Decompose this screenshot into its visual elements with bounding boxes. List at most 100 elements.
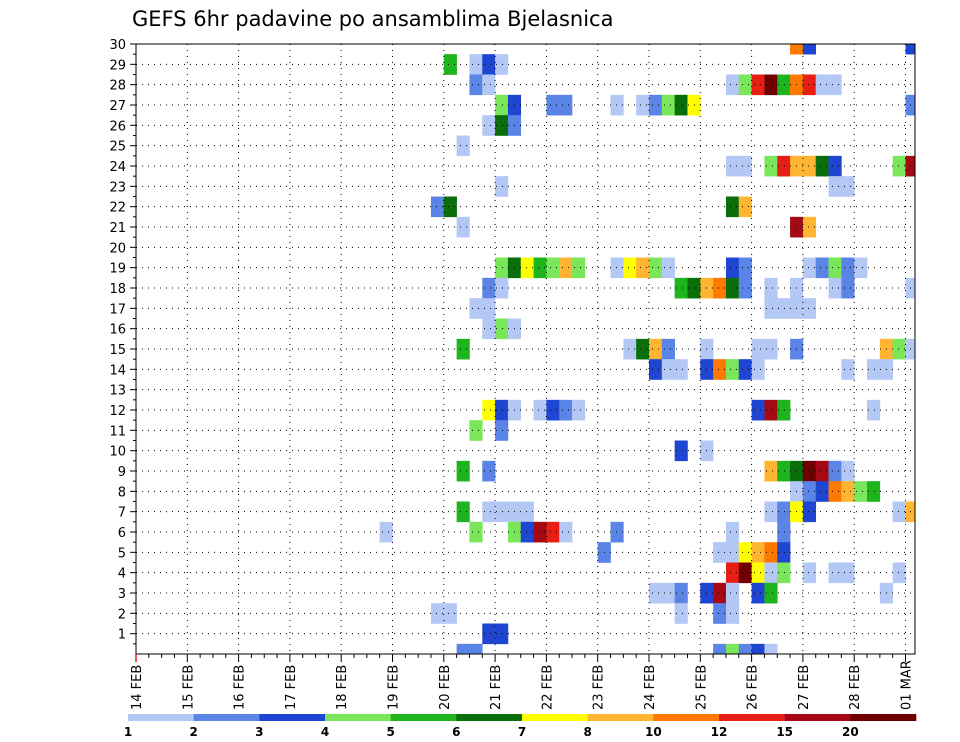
y-tick-label: 22 [109, 201, 126, 216]
legend-label: 15 [776, 725, 793, 739]
heatmap-cell [469, 54, 483, 75]
heatmap-cell [815, 460, 829, 482]
heatmap-cell [777, 501, 791, 523]
heatmap-cell [469, 521, 483, 543]
y-tick-label: 25 [109, 140, 126, 155]
heatmap-cell [572, 399, 586, 421]
heatmap-cell [559, 94, 573, 116]
legend-label: 7 [518, 725, 526, 739]
heatmap-cell [828, 481, 842, 502]
heatmap-cell [546, 521, 560, 543]
heatmap-cell [495, 94, 509, 116]
y-tick-label: 21 [109, 221, 126, 236]
heatmap-cell [713, 277, 727, 299]
y-tick-label: 20 [109, 241, 126, 256]
x-tick-label: 20 FEB [438, 665, 453, 710]
legend-label: 20 [842, 725, 859, 739]
heatmap-cell [725, 196, 740, 218]
heatmap-cell [764, 277, 778, 299]
heatmap-cell [469, 74, 483, 96]
heatmap-cell [649, 338, 663, 360]
heatmap-cell [725, 359, 740, 380]
heatmap-cell [751, 359, 765, 380]
legend-swatch [259, 714, 326, 721]
legend-label: 2 [189, 725, 197, 739]
legend-label: 1 [124, 725, 132, 739]
heatmap-cell [738, 257, 752, 279]
heatmap-cell [841, 481, 855, 502]
heatmap-cell [764, 542, 778, 563]
heatmap-cell [802, 257, 817, 279]
heatmap-cell [751, 582, 765, 604]
heatmap-cell [764, 460, 778, 482]
heatmap-cell [636, 338, 650, 360]
heatmap-cell [636, 257, 650, 279]
heatmap-cell [777, 298, 791, 319]
heatmap-cell [520, 257, 534, 279]
heatmap-cell [495, 277, 509, 299]
heatmap-cell [777, 74, 791, 96]
heatmap-cell [764, 582, 778, 604]
y-tick-label: 5 [118, 546, 126, 561]
heatmap-cell [379, 521, 393, 543]
heatmap-cell [802, 562, 817, 584]
y-tick-label: 10 [109, 445, 126, 460]
heatmap-cells [379, 44, 916, 655]
x-tick-label: 15 FEB [181, 665, 196, 710]
heatmap-cell [572, 257, 586, 279]
heatmap-cell [815, 257, 829, 279]
heatmap-cell [828, 257, 842, 279]
y-tick-label: 12 [109, 404, 126, 419]
heatmap-cell [764, 74, 778, 96]
x-tick-label: 23 FEB [592, 665, 607, 710]
heatmap-cell [482, 399, 496, 421]
heatmap-cell [725, 277, 740, 299]
heatmap-cell [713, 603, 727, 624]
x-tick-label: 19 FEB [387, 665, 402, 710]
x-axis: 14 FEB 15 FEB 16 FEB 17 FEB 18 FEB 19 FEB 20 F… [130, 654, 915, 710]
heatmap-cell [841, 257, 855, 279]
heatmap-cell [546, 399, 560, 421]
heatmap-cell [777, 399, 791, 421]
x-tick-label: 14 FEB [130, 665, 145, 710]
heatmap-cell [777, 562, 791, 584]
heatmap-cell [751, 643, 765, 655]
heatmap-cell [495, 318, 509, 340]
y-tick-label: 11 [109, 424, 126, 439]
heatmap-cell [738, 155, 752, 177]
heatmap-cell [495, 399, 509, 421]
heatmap-cell [661, 338, 675, 360]
heatmap-cell [649, 94, 663, 116]
legend-swatch [850, 714, 917, 721]
heatmap-cell [443, 603, 457, 624]
heatmap-cell [764, 501, 778, 523]
heatmap-cell [456, 338, 470, 360]
heatmap-cell [751, 399, 765, 421]
heatmap-cell [674, 582, 688, 604]
heatmap-cell [725, 603, 740, 624]
heatmap-cell [828, 176, 842, 197]
heatmap-cell [456, 460, 470, 482]
heatmap-cell [482, 460, 496, 482]
heatmap-cell [841, 460, 855, 482]
heatmap-cell [636, 94, 650, 116]
heatmap-cell [738, 542, 752, 563]
y-tick-label: 3 [118, 587, 126, 602]
y-tick-label: 17 [109, 302, 126, 317]
heatmap-cell [738, 74, 752, 96]
heatmap-cell [854, 257, 868, 279]
heatmap-cell [764, 399, 778, 421]
heatmap-cell [751, 542, 765, 563]
heatmap-cell [456, 643, 470, 655]
heatmap-cell [456, 501, 470, 523]
legend-label: 8 [583, 725, 591, 739]
heatmap-cell [815, 155, 829, 177]
y-tick-label: 30 [109, 38, 126, 53]
heatmap-cell [828, 155, 842, 177]
legend-label: 12 [711, 725, 728, 739]
heatmap-cell [764, 643, 778, 655]
y-tick-label: 16 [109, 323, 126, 338]
heatmap-cell [482, 115, 496, 136]
heatmap-cell [713, 542, 727, 563]
heatmap-cell [725, 542, 740, 563]
